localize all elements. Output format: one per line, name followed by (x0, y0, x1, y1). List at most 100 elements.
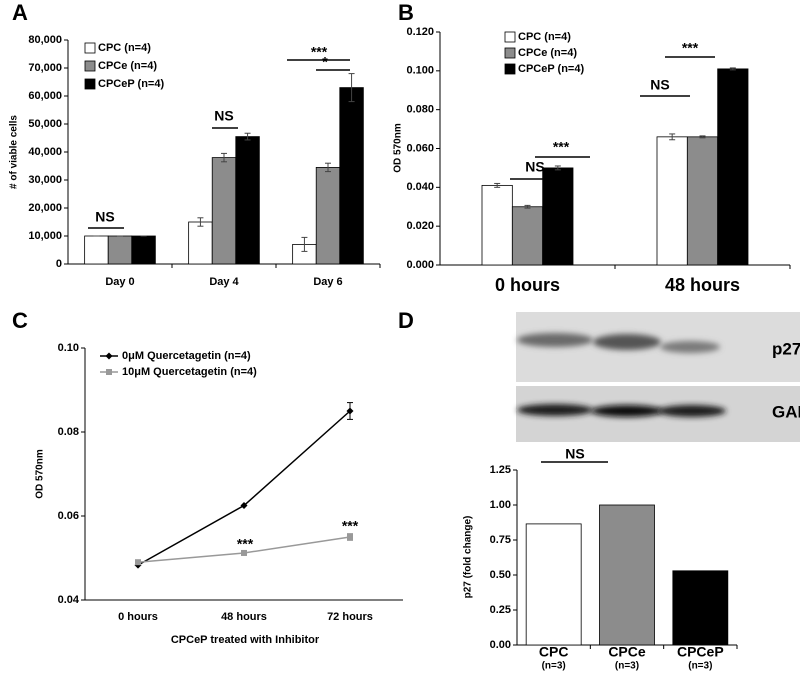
legend-label: CPCe (n=4) (518, 47, 577, 59)
bar (211, 157, 237, 265)
legend-swatch (84, 78, 96, 90)
bar (599, 504, 655, 646)
panel-label: C (12, 308, 28, 333)
annotation: *** (237, 536, 254, 552)
annotation: NS (650, 77, 669, 93)
x-tick-label: 72 hours (327, 611, 373, 623)
point (240, 502, 248, 509)
y-tick-label: 0.04 (58, 594, 80, 606)
bar (717, 68, 749, 266)
legend-swatch (84, 42, 96, 54)
y-tick-label: 40,000 (28, 146, 62, 158)
bar (131, 235, 156, 265)
y-axis-label: # of viable cells (9, 115, 20, 189)
y-tick-label: 0 (56, 258, 62, 270)
point (135, 559, 141, 566)
x-tick-label: 0 hours (495, 275, 560, 295)
y-tick-label: 20,000 (28, 202, 62, 214)
y-tick-label: 0.75 (490, 534, 511, 546)
annotation: *** (553, 139, 570, 155)
legend-swatch (504, 31, 516, 43)
legend-label: CPC (n=4) (518, 31, 571, 43)
blot-band (517, 333, 593, 347)
bar (107, 235, 133, 265)
y-tick-label: 0.08 (58, 426, 79, 438)
blot-band (593, 334, 661, 350)
western-blot (516, 312, 800, 442)
y-tick-label: 0.040 (406, 181, 434, 193)
y-tick-label: 0.080 (406, 104, 434, 116)
legend-label: CPCeP (n=4) (518, 63, 584, 75)
legend-label: CPCeP (n=4) (98, 78, 164, 90)
bar (315, 166, 341, 265)
legend-label: 0μM Quercetagetin (n=4) (122, 350, 251, 362)
panel-label: A (12, 0, 28, 25)
annotation: *** (682, 40, 699, 56)
y-tick-label: 0.50 (490, 569, 511, 581)
y-tick-label: 10,000 (28, 230, 62, 242)
y-tick-label: 1.25 (490, 464, 511, 476)
x-tick-label: CPCeP (677, 644, 724, 660)
x-tick-label: Day 4 (209, 276, 239, 288)
y-tick-label: 0.100 (406, 65, 434, 77)
legend-label: CPC (n=4) (98, 42, 151, 54)
point (241, 549, 247, 556)
y-tick-label: 0.060 (406, 142, 434, 154)
blot-label: p27 (772, 339, 800, 358)
bar (656, 136, 688, 266)
bar (686, 136, 719, 266)
bar (188, 221, 213, 265)
panel-label: D (398, 308, 414, 333)
y-tick-label: 30,000 (28, 174, 62, 186)
x-tick-label: CPCe (608, 644, 646, 660)
annotation: * (676, 619, 682, 635)
x-tick-sublabel: (n=3) (542, 661, 566, 672)
blot-band (658, 405, 726, 417)
bar (481, 184, 513, 266)
x-tick-sublabel: (n=3) (688, 661, 712, 672)
legend-swatch (504, 63, 516, 75)
annotation: NS (565, 446, 584, 462)
x-tick-label: 48 hours (665, 275, 740, 295)
y-tick-label: 70,000 (28, 62, 62, 74)
blot-panel (516, 312, 800, 382)
annotation: NS (95, 209, 114, 225)
y-axis-label: p27 (fold change) (463, 516, 474, 599)
bar (84, 235, 109, 265)
legend-swatch (84, 60, 96, 72)
legend-marker (105, 352, 113, 360)
y-tick-label: 60,000 (28, 90, 62, 102)
annotation: * (322, 54, 328, 70)
legend-swatch (504, 47, 516, 59)
annotation: *** (342, 518, 359, 534)
blot-band (591, 405, 663, 417)
y-tick-label: 50,000 (28, 118, 62, 130)
legend-marker (106, 369, 112, 375)
y-tick-label: 0.00 (490, 639, 511, 651)
bar (339, 87, 364, 265)
bar (235, 136, 260, 265)
bar (525, 523, 582, 646)
annotation: NS (525, 159, 544, 175)
x-tick-label: CPC (539, 644, 569, 660)
panel-label: B (398, 0, 414, 25)
x-tick-label: Day 6 (313, 276, 342, 288)
y-axis-label: OD 570nm (35, 449, 46, 499)
point (346, 407, 354, 415)
y-tick-label: 0.020 (406, 220, 434, 232)
y-axis-label: OD 570nm (393, 123, 404, 173)
y-tick-label: 0.25 (490, 604, 511, 616)
bar (672, 570, 729, 646)
y-tick-label: 1.00 (490, 499, 511, 511)
x-tick-sublabel: (n=3) (615, 661, 639, 672)
legend-label: CPCe (n=4) (98, 60, 157, 72)
blot-band (660, 341, 720, 353)
bar (511, 206, 544, 266)
x-tick-label: Day 0 (105, 276, 134, 288)
point (347, 534, 353, 540)
x-tick-label: 0 hours (118, 611, 158, 623)
y-tick-label: 0.10 (58, 342, 79, 354)
blot-band (517, 404, 593, 416)
y-tick-label: 0.000 (406, 259, 434, 271)
